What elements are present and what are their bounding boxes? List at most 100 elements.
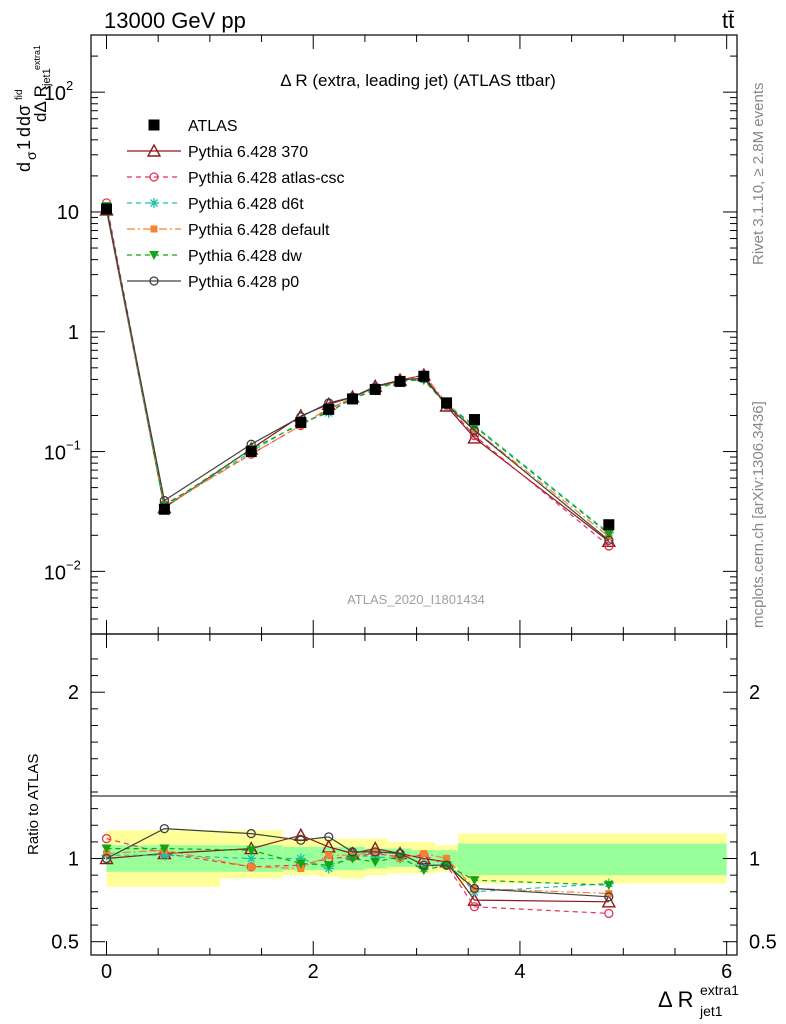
x-tick-label: 4 xyxy=(514,961,525,983)
ratio-y-tick-label: 2 xyxy=(68,682,79,704)
main-line-dw xyxy=(105,205,610,535)
legend-marker-atlascsc xyxy=(149,172,159,182)
legend-marker-d6t xyxy=(149,198,159,208)
svg-text:−1: −1 xyxy=(66,438,81,453)
svg-text:−2: −2 xyxy=(66,557,81,572)
ratio-point-dw xyxy=(347,854,358,864)
main-point-ATLAS xyxy=(295,416,307,428)
svg-text:extra1: extra1 xyxy=(32,45,42,70)
ratio-point-d6t xyxy=(370,851,381,862)
main-point-ATLAS xyxy=(101,203,113,215)
ratio-y-tick-label-right: 0.5 xyxy=(749,932,777,954)
main-point-atlascsc xyxy=(604,541,614,551)
main-line-d6t xyxy=(105,207,610,534)
x-axis-label: Δ R extra1 jet1 xyxy=(658,982,739,1019)
main-series-p0 xyxy=(101,203,614,545)
legend-marker-ATLAS xyxy=(148,119,160,131)
main-y-tick-label: 10 2 xyxy=(44,78,73,105)
ratio-point-dw xyxy=(159,844,170,854)
svg-text:jet1: jet1 xyxy=(699,1003,723,1019)
legend-label: Pythia 6.428 default xyxy=(188,222,330,239)
legend-label: Pythia 6.428 atlas-csc xyxy=(188,170,345,187)
ratio-point-p0 xyxy=(159,823,170,834)
main-y-tick-label: 1 xyxy=(68,322,79,344)
x-tick-label: 2 xyxy=(308,961,319,983)
main-point-ATLAS xyxy=(323,403,335,415)
legend-label: Pythia 6.428 370 xyxy=(188,144,308,161)
ratio-y-tick-label-right: 2 xyxy=(749,682,760,704)
legend-entry-dw: Pythia 6.428 dw xyxy=(127,248,302,265)
axis-ticks xyxy=(91,34,737,955)
ratio-point-d6t xyxy=(159,850,170,861)
x-tick-label: 6 xyxy=(721,961,732,983)
ratio-line-default xyxy=(106,849,609,895)
legend-entry-atlascsc: Pythia 6.428 atlas-csc xyxy=(127,170,345,187)
svg-text:10: 10 xyxy=(44,83,66,105)
ratio-y-tick-label: 0.5 xyxy=(51,932,79,954)
main-y-tick-label: 10 −2 xyxy=(44,557,81,584)
legend-marker-dw xyxy=(149,251,159,260)
legend-label: Pythia 6.428 dw xyxy=(188,248,302,265)
ratio-point-p0 xyxy=(101,853,112,864)
ratio-point-p0 xyxy=(604,892,614,902)
legend-marker-p0 xyxy=(149,276,159,286)
legend-marker-default xyxy=(150,225,158,233)
mcplots-label: mcplots.cern.ch [arXiv:1306.3436] xyxy=(750,401,767,628)
x-tick-label: 0 xyxy=(101,961,112,983)
legend-label: Pythia 6.428 p0 xyxy=(188,274,299,291)
ratio-point-p370 xyxy=(467,892,482,906)
main-line-p370 xyxy=(105,209,610,542)
legend-marker-p370 xyxy=(146,143,162,157)
ratio-point-default xyxy=(325,851,333,859)
main-point-ATLAS xyxy=(418,370,430,382)
svg-text:d: d xyxy=(14,127,34,137)
main-y-tick-label: 10 xyxy=(57,202,79,224)
legend-entry-default: Pythia 6.428 default xyxy=(127,222,330,239)
ratio-point-p0 xyxy=(246,828,256,839)
plot-title: Δ R (extra, leading jet) (ATLAS ttbar) xyxy=(280,71,556,90)
main-point-p0 xyxy=(604,535,614,545)
svg-text:extra1: extra1 xyxy=(700,982,739,998)
ratio-point-dw xyxy=(295,859,306,869)
ratio-point-default xyxy=(420,850,428,858)
ratio-y-axis-label: Ratio to ATLAS xyxy=(25,754,42,855)
ratio-point-d6t xyxy=(295,853,306,864)
main-series-dw xyxy=(101,202,614,540)
ratio-point-p370 xyxy=(601,894,617,908)
ratio-point-default xyxy=(247,863,255,871)
ratio-series-group xyxy=(99,823,617,919)
ratio-y-tick-label: 1 xyxy=(68,849,79,871)
ratio-point-dw xyxy=(469,876,480,886)
ratio-point-p0 xyxy=(441,860,452,870)
ratio-point-atlascsc xyxy=(469,902,480,912)
legend-label: Pythia 6.428 d6t xyxy=(188,196,304,213)
ratio-uncertainty-bands xyxy=(106,830,727,887)
ratio-point-dw xyxy=(370,857,381,867)
legend-entry-p370: Pythia 6.428 370 xyxy=(127,143,308,161)
ratio-point-p0 xyxy=(347,847,358,857)
ratio-point-dw xyxy=(101,844,112,854)
svg-text:jet1: jet1 xyxy=(41,68,53,87)
svg-text:1: 1 xyxy=(14,140,34,150)
ratio-line-p0 xyxy=(106,827,609,898)
svg-text:dΔ R: dΔ R xyxy=(31,85,50,122)
main-point-ATLAS xyxy=(158,503,170,515)
svg-text:2: 2 xyxy=(66,78,73,93)
ratio-line-atlascsc xyxy=(106,838,609,914)
main-y-axis-label: d σ 1 d dσ fid dΔ R jet1 extra1 xyxy=(14,45,53,172)
ratio-band-inner xyxy=(491,843,727,876)
ratio-line-d6t xyxy=(106,854,609,893)
ratio-point-default xyxy=(443,855,451,863)
ratio-point-atlascsc xyxy=(101,833,112,844)
svg-text:10: 10 xyxy=(44,443,66,465)
legend-entry-ATLAS: ATLAS xyxy=(148,118,238,135)
main-y-tick-label: 10 −1 xyxy=(44,438,81,465)
ratio-point-d6t xyxy=(246,853,257,864)
ratio-y-tick-label-right: 1 xyxy=(749,849,760,871)
legend-entry-p0: Pythia 6.428 p0 xyxy=(127,274,299,291)
ratio-point-p0 xyxy=(370,847,380,857)
main-point-ATLAS xyxy=(369,383,381,395)
legend: ATLAS Pythia 6.428 370 Pythia 6.428 atlas-… xyxy=(127,118,345,291)
svg-text:σ: σ xyxy=(23,151,39,160)
svg-text:fid: fid xyxy=(14,89,25,100)
